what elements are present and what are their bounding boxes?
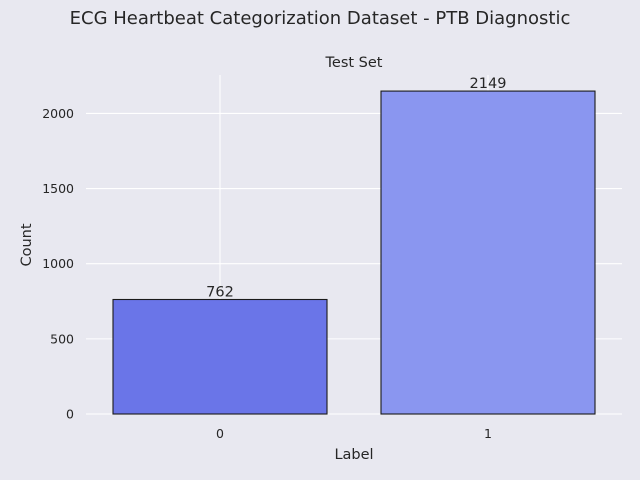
y-axis-label: Count [19, 223, 35, 266]
figure-suptitle: ECG Heartbeat Categorization Dataset - P… [70, 8, 571, 29]
y-tick-label: 1000 [42, 256, 74, 271]
y-tick-label: 2000 [42, 106, 74, 121]
bar-0 [112, 298, 328, 415]
x-tick-label: 1 [484, 426, 492, 441]
y-tick-label: 1500 [42, 181, 74, 196]
data-label: 2149 [470, 76, 507, 92]
y-tick-label: 500 [50, 331, 74, 346]
x-tick-label: 0 [216, 426, 224, 441]
bar-1 [380, 90, 596, 415]
data-label: 762 [206, 284, 234, 300]
x-axis-label: Label [334, 447, 373, 463]
y-tick-label: 0 [66, 407, 74, 422]
chart-title: Test Set [325, 55, 383, 71]
